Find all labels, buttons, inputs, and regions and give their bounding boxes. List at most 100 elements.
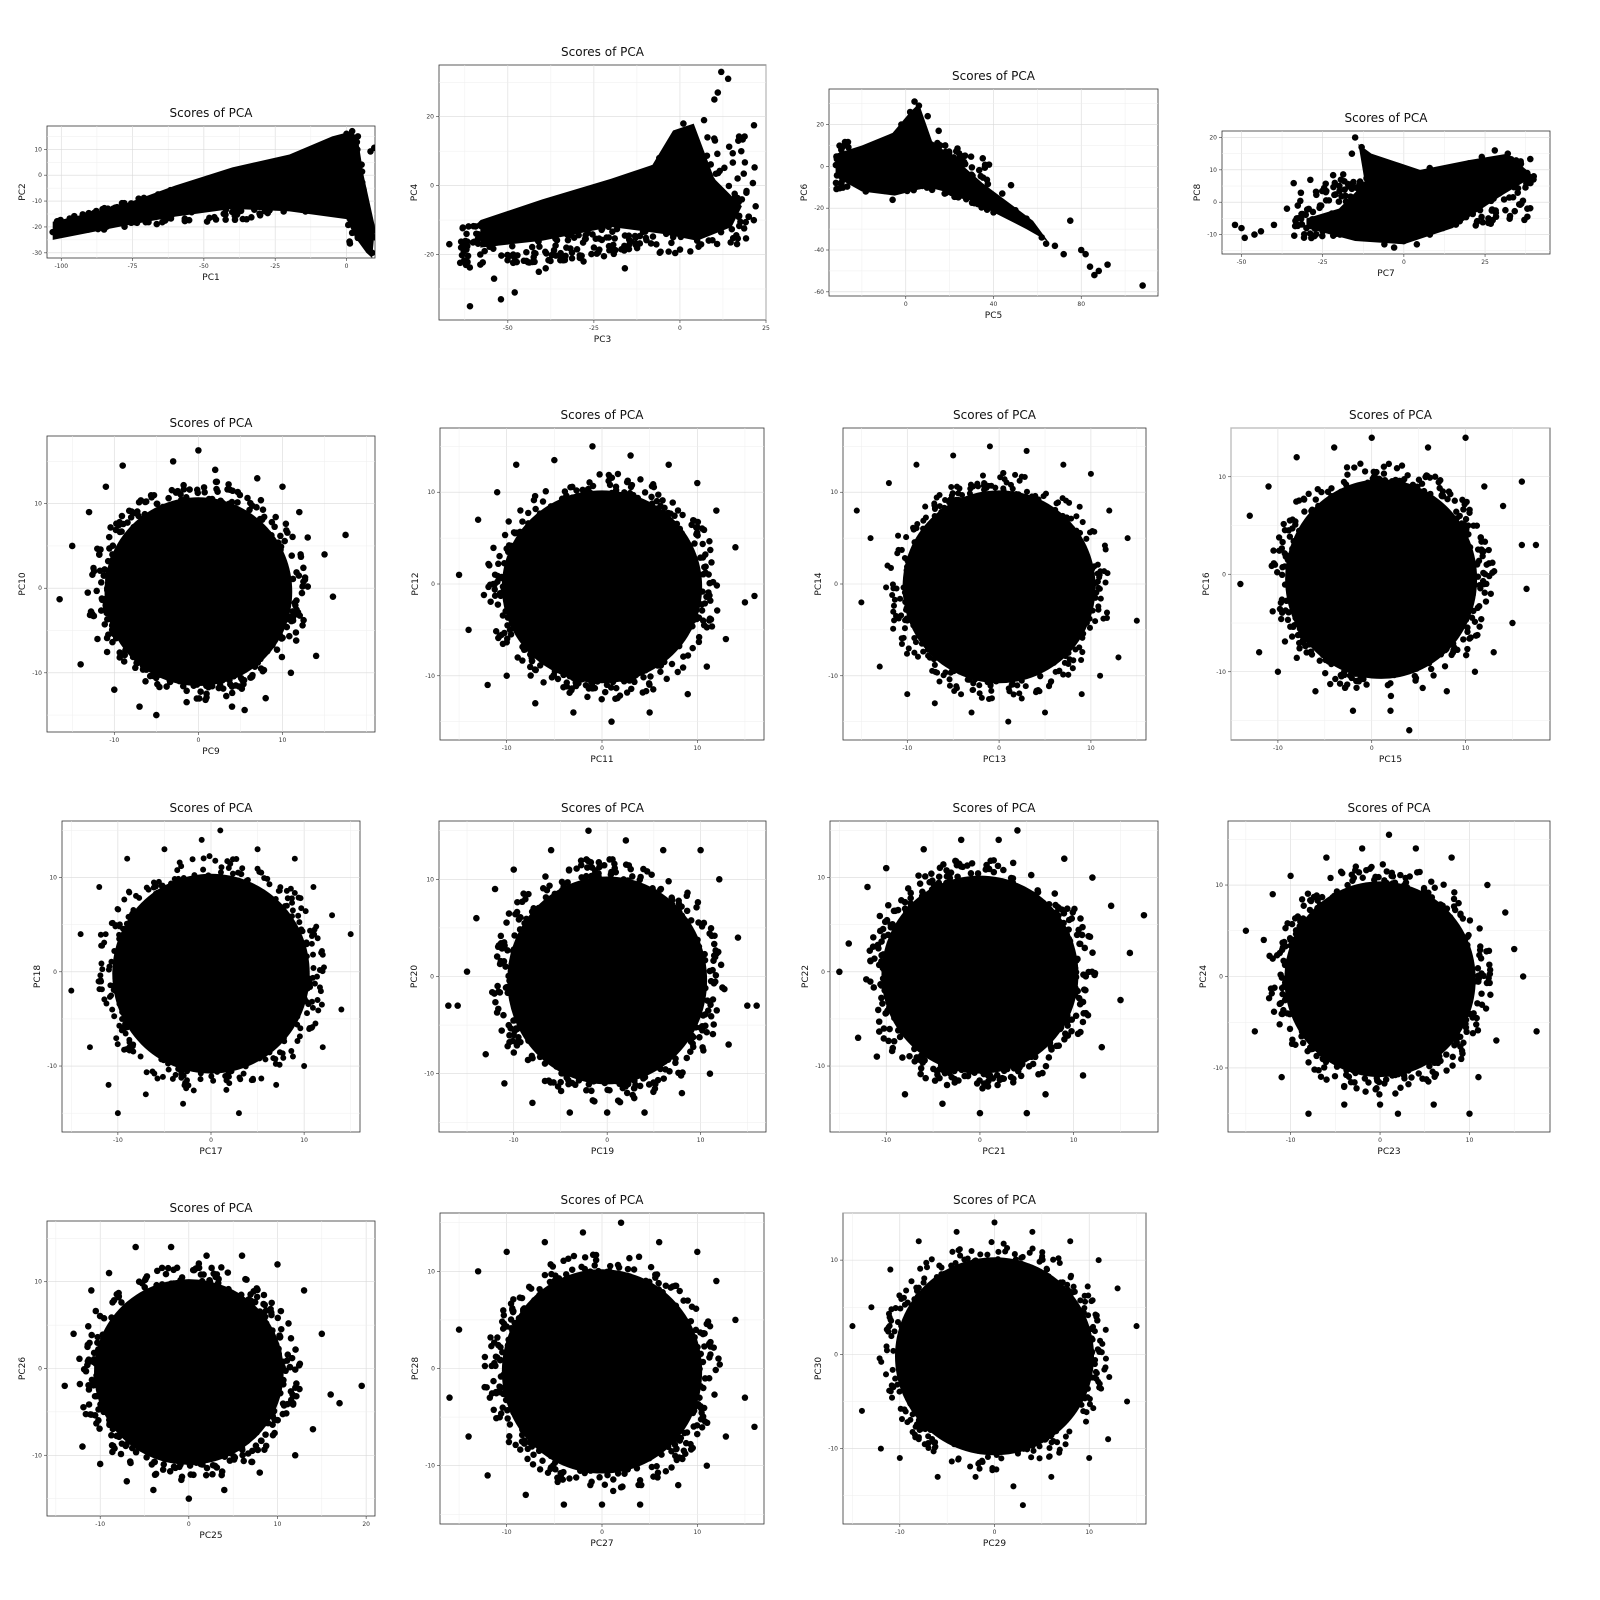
scatter-point [66, 215, 73, 222]
x-tick-label: 25 [762, 325, 770, 332]
scatter-point [308, 199, 316, 207]
scatter-point [937, 177, 944, 184]
scatter-point [217, 827, 224, 834]
scatter-point [177, 496, 185, 504]
scatter-point [257, 649, 264, 657]
scatter-point [708, 623, 716, 630]
scatter-point [1474, 185, 1481, 193]
scatter-point [225, 667, 232, 675]
scatter-point [903, 534, 910, 541]
scatter-point [199, 193, 207, 201]
scatter-point [129, 208, 136, 215]
scatter-point [245, 657, 253, 665]
scatter-point [131, 909, 138, 916]
scatter-point [1322, 656, 1329, 664]
scatter-point [268, 518, 276, 526]
scatter-point [692, 975, 699, 982]
scatter-point [307, 927, 314, 934]
scatter-point [274, 555, 281, 563]
scatter-point [1292, 614, 1299, 622]
scatter-point [229, 856, 236, 863]
scatter-point [122, 1008, 129, 1015]
scatter-point [116, 528, 124, 536]
scatter-point [898, 612, 905, 619]
scatter-point [586, 217, 593, 225]
scatter-point [1048, 515, 1055, 522]
scatter-point [1481, 589, 1488, 596]
scatter-point [1415, 476, 1423, 483]
scatter-point [684, 616, 691, 624]
scatter-point [648, 500, 656, 507]
y-tick-label: -10 [828, 673, 838, 680]
scatter-point [652, 176, 659, 183]
scatter-point [1083, 535, 1090, 542]
scatter-point [1384, 681, 1392, 689]
scatter-point [1069, 665, 1076, 672]
scatter-point [1436, 200, 1444, 207]
scatter-point [1269, 608, 1276, 615]
scatter-point [214, 488, 221, 495]
scatter-point [707, 546, 714, 554]
scatter-point [903, 567, 910, 574]
scatter-point [666, 1048, 674, 1055]
scatter-point [152, 901, 159, 908]
scatter-point [1462, 550, 1469, 558]
scatter-point [239, 516, 247, 524]
scatter-point [710, 1021, 717, 1028]
scatter-point [1463, 593, 1471, 600]
x-axis-label: PC3 [594, 335, 611, 345]
scatter-point [264, 189, 272, 196]
scatter-point [666, 1068, 673, 1075]
scatter-point [750, 122, 758, 129]
scatter-point [1082, 250, 1089, 258]
scatter-point [1350, 178, 1357, 186]
scatter-point [1092, 618, 1099, 625]
scatter-point [851, 151, 859, 159]
scatter-point [200, 866, 207, 873]
scatter-point [1390, 244, 1398, 251]
scatter-point [510, 595, 518, 602]
scatter-point [293, 954, 300, 961]
scatter-point [751, 164, 758, 171]
scatter-point [907, 150, 915, 158]
scatter-point [1394, 209, 1401, 216]
scatter-point [700, 526, 708, 534]
scatter-point [668, 239, 675, 247]
scatter-point [1352, 209, 1359, 216]
scatter-point [943, 652, 950, 659]
scatter-point [958, 502, 965, 509]
scatter-point [1337, 488, 1345, 495]
scatter-point [1460, 636, 1467, 643]
scatter-point [534, 651, 541, 659]
scatter-point [255, 186, 263, 194]
scatter-point [200, 855, 207, 862]
scatter-point [102, 931, 109, 938]
scatter-point [526, 930, 534, 938]
scatter-point [862, 188, 870, 195]
scatter-point [1514, 163, 1521, 170]
scatter-point [1465, 582, 1472, 589]
scatter-point [647, 240, 655, 247]
scatter-point [166, 892, 173, 899]
scatter-point [917, 536, 924, 543]
scatter-point [622, 1082, 630, 1090]
scatter-point [1038, 234, 1046, 241]
scatter-point [1035, 686, 1042, 694]
scatter-point [329, 593, 337, 600]
scatter-point [153, 892, 160, 899]
scatter-point [912, 597, 919, 604]
scatter-point [121, 964, 128, 971]
scatter-point [131, 928, 138, 935]
scatter-point [237, 182, 245, 189]
scatter-point [510, 1049, 518, 1056]
scatter-point [942, 185, 950, 193]
scatter-point [1460, 506, 1467, 513]
scatter-point [347, 150, 355, 157]
scatter-point [68, 542, 76, 550]
scatter-point [1278, 545, 1286, 552]
scatter-point [159, 882, 166, 889]
scatter-point [1079, 634, 1086, 641]
scatter-point [288, 913, 295, 920]
scatter-point [745, 213, 753, 220]
scatter-point [104, 616, 111, 623]
